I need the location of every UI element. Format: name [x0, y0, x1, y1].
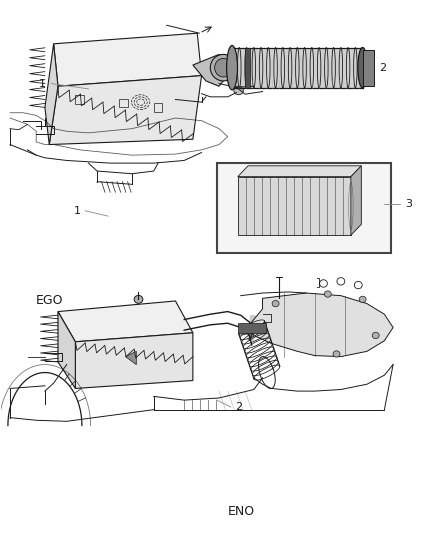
Ellipse shape — [359, 296, 366, 303]
Text: 2: 2 — [235, 402, 242, 412]
Polygon shape — [53, 33, 201, 86]
Polygon shape — [250, 293, 393, 357]
Ellipse shape — [372, 332, 379, 338]
Bar — [217, 163, 391, 253]
Text: EGO: EGO — [36, 294, 64, 308]
Text: 1: 1 — [74, 206, 81, 216]
Text: 3: 3 — [405, 199, 412, 209]
Ellipse shape — [272, 301, 279, 307]
Bar — [119, 99, 127, 108]
Polygon shape — [58, 312, 75, 389]
Polygon shape — [193, 54, 232, 86]
Bar — [245, 47, 251, 88]
Polygon shape — [75, 333, 193, 389]
Polygon shape — [238, 166, 361, 176]
Ellipse shape — [134, 295, 143, 303]
Text: 2: 2 — [378, 63, 386, 72]
Text: ENO: ENO — [228, 505, 255, 518]
Ellipse shape — [324, 291, 331, 297]
Polygon shape — [351, 166, 361, 235]
Polygon shape — [49, 76, 201, 144]
Ellipse shape — [333, 351, 340, 357]
Ellipse shape — [226, 45, 237, 90]
Bar — [232, 47, 363, 88]
Bar — [238, 323, 265, 333]
Polygon shape — [125, 351, 136, 365]
Bar — [75, 95, 84, 104]
Bar — [363, 50, 374, 86]
Text: 1: 1 — [39, 78, 46, 88]
Polygon shape — [238, 176, 351, 235]
Bar — [154, 103, 162, 112]
Ellipse shape — [210, 54, 237, 81]
Ellipse shape — [234, 86, 244, 95]
Polygon shape — [58, 301, 193, 342]
Ellipse shape — [215, 59, 232, 77]
Polygon shape — [45, 44, 58, 144]
Ellipse shape — [358, 47, 367, 88]
